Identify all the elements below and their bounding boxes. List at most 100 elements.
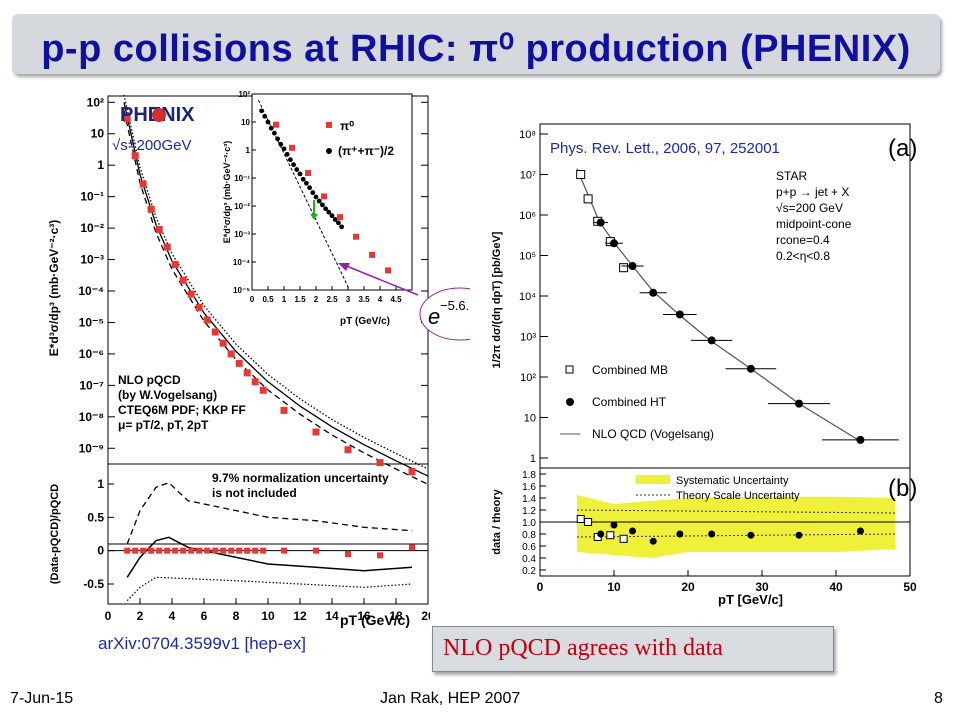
inset-pi0-point xyxy=(337,214,343,221)
ratio-x-tick-label: 18 xyxy=(389,609,403,623)
pi0-point xyxy=(259,386,267,394)
charged-pion-point xyxy=(268,125,274,131)
panel-label-a: (a) xyxy=(888,135,917,162)
star-y-tick-label: 10² xyxy=(520,372,536,384)
star-ht-point xyxy=(675,310,684,319)
star-ratio-points xyxy=(576,515,864,545)
star-x-tick-label: 0 xyxy=(537,580,544,594)
nlo-legend-line-1: NLO pQCD xyxy=(118,373,181,387)
pi0-point xyxy=(147,205,155,213)
star-ratio-ht-point xyxy=(629,527,636,535)
charged-pion-point xyxy=(288,157,293,163)
star-top-frame xyxy=(539,123,911,469)
inset-x-tick-label: 0.5 xyxy=(262,295,274,304)
green-arrow-head-icon xyxy=(310,214,318,220)
charged-pion-point xyxy=(332,217,338,222)
charged-pion-point xyxy=(307,185,312,191)
ratio-ylabel: (Data-pQCD)/pQCD xyxy=(49,484,61,584)
star-ratio-y-tick-label: 1.0 xyxy=(522,518,536,529)
pi0-point xyxy=(179,276,187,284)
star-ht-point xyxy=(746,364,755,373)
star-ht-point xyxy=(649,288,658,297)
star-ratio-mb-point xyxy=(606,531,615,540)
exp-bubble-ellipse xyxy=(419,287,470,341)
nlo-curve-pt xyxy=(123,102,429,477)
nlo-legend-line-2: (by W.Vogelsang) xyxy=(118,388,217,402)
inset-y-tick-label: 10² xyxy=(238,90,250,99)
spectrum-ylabel: E*d³σ/dp³ (mb·GeV⁻²·c³) xyxy=(47,220,61,357)
ratio-x-tick-label: 6 xyxy=(201,609,208,623)
inset-legend-pi0: π⁰ xyxy=(340,119,354,133)
inset-legend: π⁰ (π⁺+π⁻)/2 xyxy=(326,119,394,158)
legend-syst-swatch xyxy=(636,475,670,484)
star-ht-point xyxy=(707,336,716,345)
star-data-points xyxy=(576,170,899,444)
inset-y-ticks: 10² 10 1 10⁻¹ 10⁻² 10⁻³ 10⁻⁴ 10⁻⁵ xyxy=(233,90,256,295)
ratio-x-tick-label: 20 xyxy=(421,609,430,623)
inset-y-tick-label: 10⁻⁴ xyxy=(233,258,250,267)
ratio-point xyxy=(188,547,195,554)
nlo-legend-line-3: CTEQ6M PDF; KKP FF xyxy=(118,403,246,417)
star-y-tick-label: 1 xyxy=(530,453,536,465)
inset-x-ticks: 0 0.5 1 1.5 2 2.5 3 3.5 4 4.5 xyxy=(250,286,402,304)
pi0-point xyxy=(211,328,219,336)
ratio-point xyxy=(124,547,131,554)
star-ratio-mb-point xyxy=(576,515,585,523)
star-ratio-y-ticks: 1.81.61.41.21.00.80.60.40.2 xyxy=(522,470,546,577)
star-ratio-ht-point xyxy=(649,537,657,545)
charged-pion-point xyxy=(323,206,328,212)
nlo-legend-line-4: μ= pT/2, pT, 2pT xyxy=(118,418,209,432)
spectrum-data-points xyxy=(123,115,416,476)
charged-pion-point xyxy=(313,194,319,200)
spectrum-nlo-curves xyxy=(123,94,429,485)
inset-legend-charged: (π⁺+π⁻)/2 xyxy=(338,144,394,158)
pi0-point xyxy=(219,339,227,347)
star-ratio-y-tick-label: 0.4 xyxy=(522,554,536,565)
nlo-curve-2pt xyxy=(123,110,429,485)
charged-pion-point xyxy=(326,209,332,215)
ratio-point xyxy=(180,547,187,554)
inset-x-tick-label: 3.5 xyxy=(358,295,370,304)
ratio-x-tick-label: 14 xyxy=(325,609,339,623)
star-ratio-y-tick-label: 1.6 xyxy=(522,482,536,493)
star-mb-point xyxy=(619,263,629,273)
footer-page: 8 xyxy=(934,690,943,707)
exp-formula-bubble: e −5.6. xyxy=(419,287,470,341)
pi0-point xyxy=(376,459,384,467)
spectrum-y-tick-label: 10⁻⁸ xyxy=(79,410,104,424)
ratio-point xyxy=(252,547,259,554)
star-x-tick-label: 20 xyxy=(681,580,695,594)
star-y-ticks: 10⁸ 10⁷ 10⁶ 10⁵ 10⁴ 10³ 10² 10 1 xyxy=(519,129,548,465)
inset-ylabel: E*d³σ/dp³ (mb·GeV⁻²·c³) xyxy=(222,141,232,243)
star-ht-point xyxy=(856,435,865,444)
ratio-x-tick-label: 4 xyxy=(169,609,176,623)
star-ratio-y-tick-label: 1.8 xyxy=(522,470,536,481)
star-ratio-ht-point xyxy=(676,530,684,538)
pi0-point xyxy=(155,226,163,234)
charged-pion-point xyxy=(278,141,284,147)
ratio-point xyxy=(281,547,287,554)
ratio-x-tick-label: 0 xyxy=(105,609,112,623)
charged-pion-point xyxy=(304,180,309,186)
charged-pion-point xyxy=(294,167,300,172)
theory-scale-upper xyxy=(576,509,896,514)
ratio-point xyxy=(172,547,179,554)
star-info: STAR p+p → jet + X √s=200 GeV midpoint-c… xyxy=(776,169,852,263)
inset-x-tick-label: 2.5 xyxy=(326,295,338,304)
pi0-point xyxy=(344,446,352,454)
star-ht-point xyxy=(628,262,637,271)
purple-arrow-line xyxy=(343,264,419,296)
pi0-point xyxy=(139,180,147,188)
arxiv-reference: arXiv:0704.3599v1 [hep-ex] xyxy=(98,634,306,653)
exp-formula-base: e xyxy=(428,304,440,329)
spectrum-y-tick-label: 10⁻² xyxy=(80,221,104,235)
star-mb-point xyxy=(576,170,586,179)
nlo-curve-halfpt xyxy=(123,94,429,470)
ratio-y-tick-label: 1 xyxy=(97,477,104,491)
exp-formula-power: −5.6. xyxy=(440,298,469,313)
inset-pi0-point xyxy=(353,233,359,240)
spectrum-y-tick-label: 10² xyxy=(87,95,104,109)
conclusion-box: NLO pQCD agrees with data xyxy=(432,626,834,672)
charged-pion-point xyxy=(259,108,264,114)
star-y-tick-label: 10³ xyxy=(520,332,536,344)
